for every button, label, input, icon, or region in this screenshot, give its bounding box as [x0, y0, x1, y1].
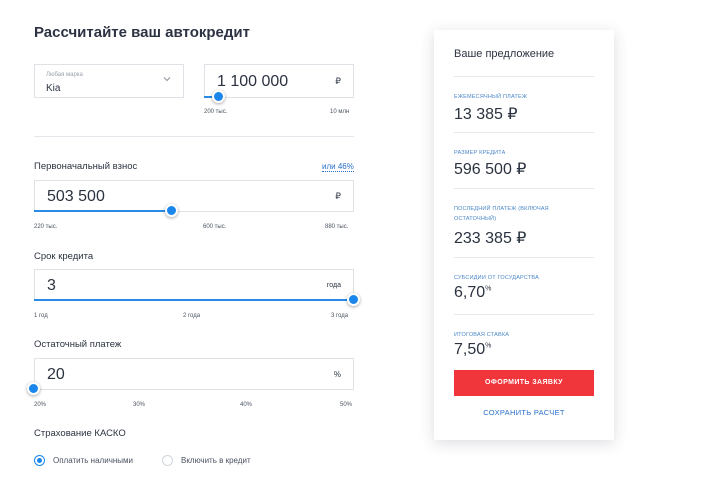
card-divider [454, 132, 594, 133]
term-unit: года [326, 282, 341, 289]
brand-select[interactable]: Любая марка Kia [34, 64, 184, 98]
divider [34, 136, 354, 137]
chevron-down-icon [163, 77, 171, 82]
rate-percent-sign: % [485, 342, 492, 350]
residual-unit: % [333, 370, 341, 379]
term-value: 3 [47, 277, 56, 294]
term-slider-track[interactable] [34, 299, 354, 301]
brand-select-value: Kia [46, 83, 61, 94]
down-payment-tick-3: 880 тыс. [325, 224, 349, 230]
subsidy-caption: Субсидии от государства [454, 275, 539, 281]
monthly-payment-caption: Ежемесячный платеж [454, 94, 528, 100]
card-divider [454, 76, 594, 77]
submit-application-button[interactable]: ОФОРМИТЬ ЗАЯВКУ [454, 370, 594, 396]
page-title: Рассчитайте ваш автокредит [34, 24, 250, 41]
card-divider [454, 257, 594, 258]
monthly-payment-value: 13 385 ₽ [454, 106, 518, 123]
residual-slider-handle[interactable] [27, 382, 40, 395]
down-payment-unit: ₽ [335, 191, 341, 201]
final-rate-caption: Итоговая ставка [454, 332, 510, 338]
down-payment-percent-link[interactable]: или 46% [322, 162, 354, 172]
residual-value: 20 [47, 366, 65, 383]
subsidy-value: 6,70% [454, 284, 492, 301]
loan-amount-caption: Размер кредита [454, 150, 506, 156]
price-input[interactable]: 1 100 000 ₽ [204, 64, 354, 98]
term-label: Срок кредита [34, 251, 94, 262]
loan-amount-value: 596 500 ₽ [454, 161, 527, 178]
residual-tick-2: 30% [133, 402, 146, 408]
price-unit: ₽ [335, 76, 341, 86]
price-value: 1 100 000 [217, 73, 289, 90]
term-slider-handle[interactable] [347, 293, 360, 306]
last-payment-value: 233 385 ₽ [454, 230, 527, 247]
down-payment-value: 503 500 [47, 188, 105, 205]
price-slider-handle[interactable] [212, 90, 225, 103]
brand-select-label: Любая марка [46, 72, 83, 78]
offer-card: Ваше предложение Ежемесячный платеж 13 3… [434, 30, 614, 440]
residual-input[interactable]: 20 % [34, 358, 354, 390]
insurance-credit-radio[interactable] [162, 455, 173, 466]
down-payment-tick-1: 220 тыс. [34, 224, 58, 230]
residual-tick-4: 50% [340, 402, 353, 408]
down-payment-tick-2: 600 тыс. [203, 224, 227, 230]
offer-title: Ваше предложение [454, 48, 555, 60]
residual-tick-1: 20% [34, 402, 47, 408]
last-payment-caption: Последний платеж (включая остаточный) [454, 206, 549, 222]
price-slider-track[interactable] [204, 96, 218, 98]
down-payment-input[interactable]: 503 500 ₽ [34, 180, 354, 212]
subsidy-percent-sign: % [485, 285, 492, 293]
insurance-credit-label[interactable]: Включить в кредит [181, 456, 251, 465]
price-min-label: 200 тыс. [204, 109, 228, 115]
final-rate-value: 7,50% [454, 341, 492, 358]
insurance-cash-label[interactable]: Оплатить наличными [53, 456, 133, 465]
down-payment-label: Первоначальный взнос [34, 161, 138, 172]
term-tick-1: 1 год [34, 313, 48, 319]
term-tick-2: 2 года [183, 313, 201, 319]
term-input[interactable]: 3 года [34, 269, 354, 301]
residual-tick-3: 40% [240, 402, 253, 408]
down-payment-slider-track[interactable] [34, 210, 172, 212]
term-tick-3: 3 года [331, 313, 349, 319]
insurance-label: Страхование КАСКО [34, 428, 126, 439]
residual-label: Остаточный платеж [34, 339, 122, 350]
card-divider [454, 314, 594, 315]
down-payment-slider-handle[interactable] [165, 204, 178, 217]
save-calculation-button[interactable]: СОХРАНИТЬ РАСЧЕТ [483, 408, 565, 417]
card-divider [454, 188, 594, 189]
price-max-label: 10 млн [330, 109, 350, 115]
insurance-cash-radio[interactable] [34, 455, 45, 466]
